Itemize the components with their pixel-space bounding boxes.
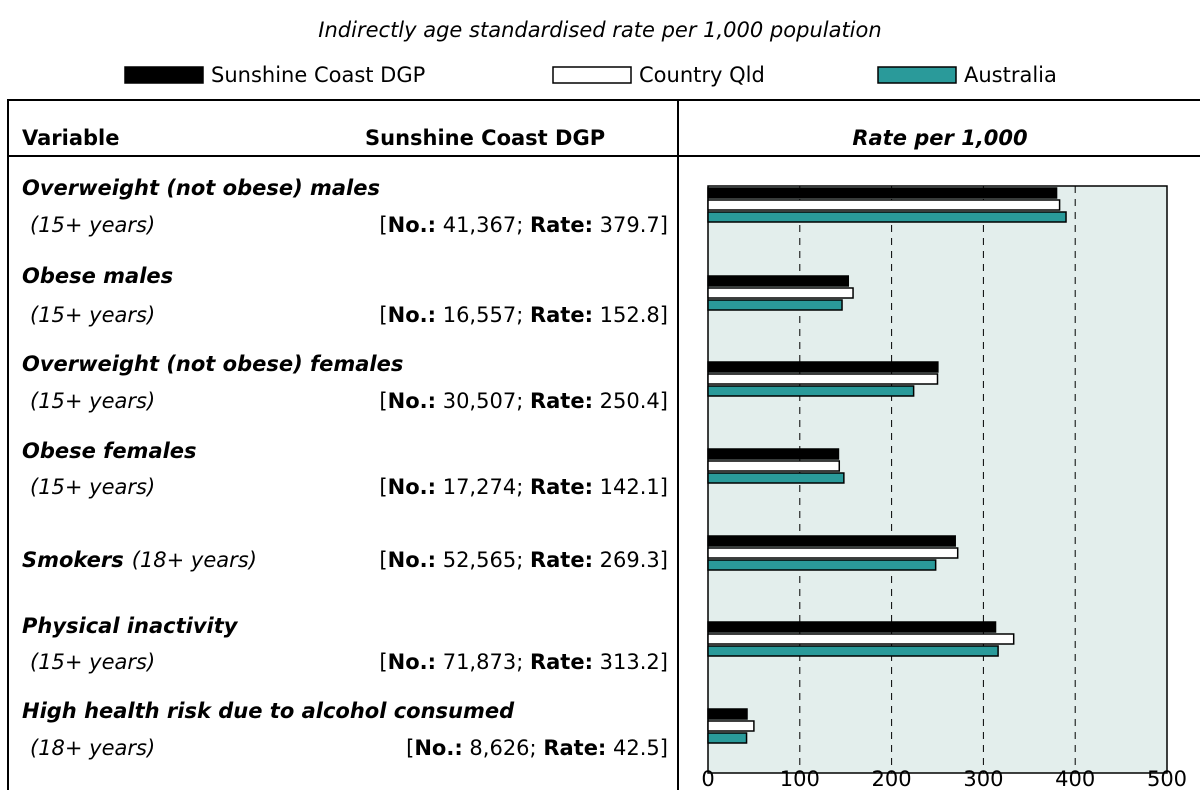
bar bbox=[707, 385, 915, 397]
row-age: (18+ years) bbox=[30, 736, 155, 760]
count: 30,507 bbox=[443, 389, 516, 413]
bar bbox=[707, 460, 841, 472]
count: 8,626 bbox=[469, 736, 529, 760]
x-tick-label: 0 bbox=[701, 767, 714, 790]
row-stats: [No.: 8,626; Rate: 42.5] bbox=[406, 736, 668, 760]
rate: 152.8 bbox=[600, 303, 660, 327]
row-name-text: Smokers bbox=[22, 548, 124, 572]
rate-label: Rate: bbox=[530, 650, 593, 674]
row-stats: [No.: 16,557; Rate: 152.8] bbox=[379, 303, 668, 327]
bar bbox=[707, 275, 850, 287]
rate: 250.4 bbox=[600, 389, 660, 413]
row-name-text: Obese females bbox=[22, 439, 197, 463]
header-area: Sunshine Coast DGP bbox=[365, 126, 605, 150]
row-stats: [No.: 17,274; Rate: 142.1] bbox=[379, 475, 668, 499]
row-stats: [No.: 41,367; Rate: 379.7] bbox=[379, 213, 668, 237]
subtitle: Indirectly age standardised rate per 1,0… bbox=[318, 18, 881, 42]
rate-label: Rate: bbox=[530, 213, 593, 237]
rate-label: Rate: bbox=[530, 475, 593, 499]
bar bbox=[707, 621, 997, 633]
no-label: No.: bbox=[388, 548, 436, 572]
bar bbox=[707, 299, 843, 311]
x-tick-label: 500 bbox=[1147, 767, 1187, 790]
row-name: Obese females bbox=[22, 439, 197, 463]
legend-label: Country Qld bbox=[639, 63, 765, 87]
header-variable: Variable bbox=[22, 126, 119, 150]
legend-label: Australia bbox=[964, 63, 1057, 87]
rate: 313.2 bbox=[600, 650, 660, 674]
no-label: No.: bbox=[388, 650, 436, 674]
row-name: Overweight (not obese) females bbox=[22, 352, 403, 376]
row-name-text: Overweight (not obese) males bbox=[22, 176, 380, 200]
header-chart: Rate per 1,000 bbox=[852, 126, 1027, 150]
bar bbox=[707, 472, 845, 484]
legend-swatch bbox=[124, 66, 204, 84]
count: 41,367 bbox=[443, 213, 516, 237]
count: 16,557 bbox=[443, 303, 516, 327]
bar bbox=[707, 633, 1015, 645]
legend-label: Sunshine Coast DGP bbox=[211, 63, 425, 87]
row-name: Obese males bbox=[22, 264, 173, 288]
row-stats: [No.: 52,565; Rate: 269.3] bbox=[379, 548, 668, 572]
x-tick-label: 400 bbox=[1055, 767, 1095, 790]
no-label: No.: bbox=[388, 475, 436, 499]
rate-label: Rate: bbox=[530, 303, 593, 327]
row-age: (15+ years) bbox=[30, 650, 155, 674]
bar bbox=[707, 187, 1058, 199]
bar bbox=[707, 547, 959, 559]
bar bbox=[707, 559, 937, 571]
bar bbox=[707, 211, 1067, 223]
legend-swatch bbox=[552, 66, 632, 84]
row-name: Overweight (not obese) males bbox=[22, 176, 380, 200]
rate: 142.1 bbox=[600, 475, 660, 499]
rate-label: Rate: bbox=[530, 548, 593, 572]
bar bbox=[707, 373, 939, 385]
row-name-text: Physical inactivity bbox=[22, 614, 239, 638]
row-age: (15+ years) bbox=[30, 475, 155, 499]
bar bbox=[707, 287, 854, 299]
rate-label: Rate: bbox=[543, 736, 606, 760]
row-stats: [No.: 71,873; Rate: 313.2] bbox=[379, 650, 668, 674]
row-name-text: High health risk due to alcohol consumed bbox=[22, 699, 515, 723]
x-tick-label: 300 bbox=[963, 767, 1003, 790]
bar bbox=[707, 535, 956, 547]
row-age: (15+ years) bbox=[30, 389, 155, 413]
row-name-text: Overweight (not obese) females bbox=[22, 352, 403, 376]
row-age: (15+ years) bbox=[30, 213, 155, 237]
table-border bbox=[7, 99, 1200, 790]
bar bbox=[707, 361, 939, 373]
x-tick-label: 200 bbox=[872, 767, 912, 790]
no-label: No.: bbox=[388, 389, 436, 413]
row-name-text: Obese males bbox=[22, 264, 173, 288]
no-label: No.: bbox=[414, 736, 462, 760]
legend-swatch bbox=[877, 66, 957, 84]
x-tick-label: 100 bbox=[780, 767, 820, 790]
row-stats: [No.: 30,507; Rate: 250.4] bbox=[379, 389, 668, 413]
rate-label: Rate: bbox=[530, 389, 593, 413]
row-name: High health risk due to alcohol consumed bbox=[22, 699, 515, 723]
row-age: (18+ years) bbox=[132, 548, 257, 572]
rate: 379.7 bbox=[600, 213, 660, 237]
row-age: (15+ years) bbox=[30, 303, 155, 327]
bar bbox=[707, 448, 840, 460]
count: 17,274 bbox=[443, 475, 516, 499]
bar bbox=[707, 720, 755, 732]
bar bbox=[707, 645, 999, 657]
rate: 269.3 bbox=[600, 548, 660, 572]
row-name: Physical inactivity bbox=[22, 614, 239, 638]
bar bbox=[707, 199, 1061, 211]
bar bbox=[707, 732, 748, 744]
count: 71,873 bbox=[443, 650, 516, 674]
rate: 42.5 bbox=[613, 736, 660, 760]
no-label: No.: bbox=[388, 303, 436, 327]
row-name: Smokers (18+ years) bbox=[22, 548, 257, 572]
bar bbox=[707, 708, 748, 720]
no-label: No.: bbox=[388, 213, 436, 237]
count: 52,565 bbox=[443, 548, 516, 572]
